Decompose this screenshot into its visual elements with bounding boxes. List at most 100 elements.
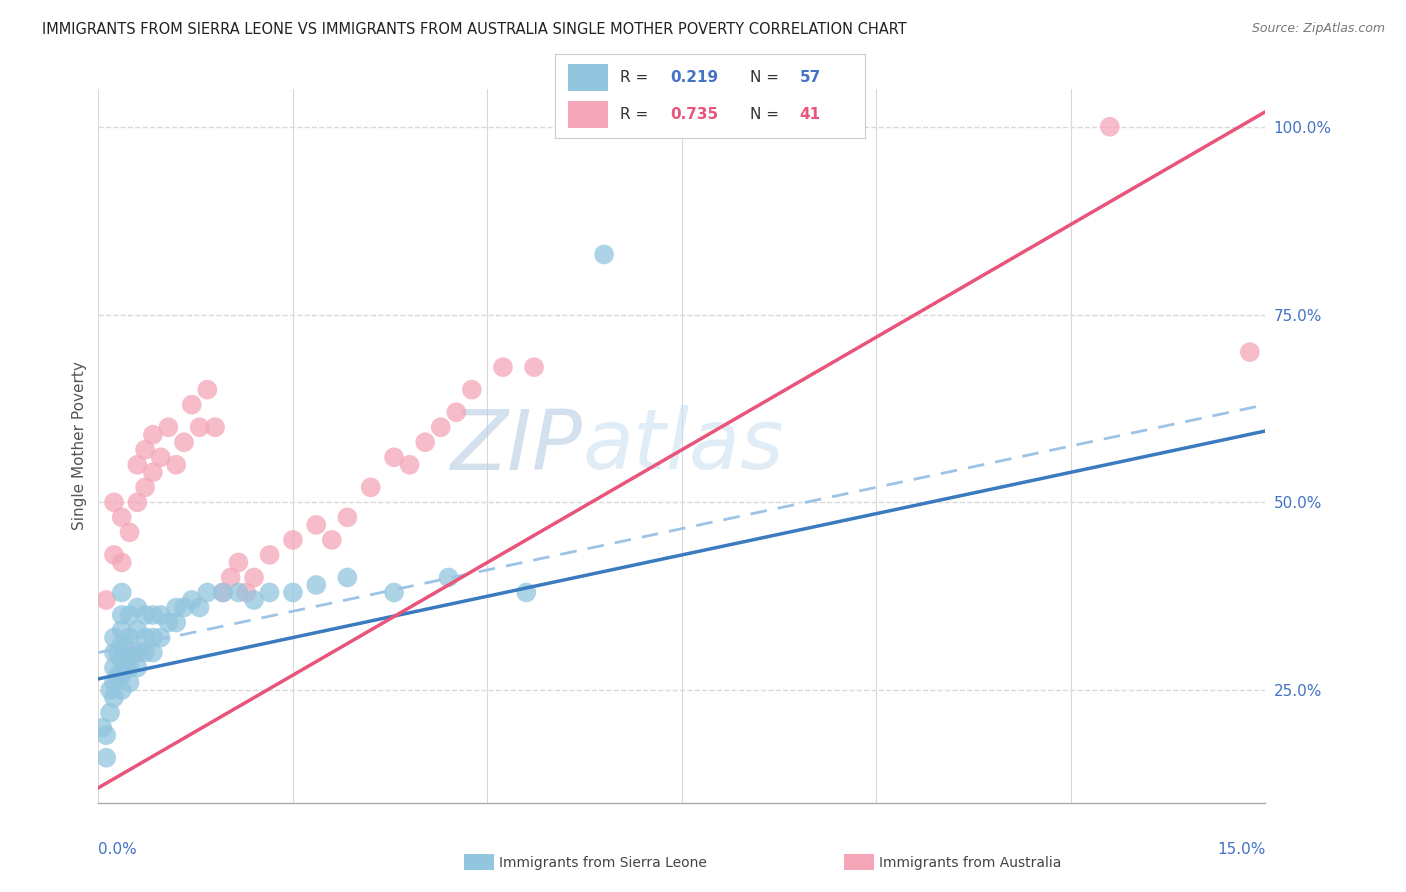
Bar [568,101,607,128]
Point [212,585,235,599]
Text: 0.735: 0.735 [669,107,718,122]
Point [188,600,211,615]
Text: Immigrants from Australia: Immigrants from Australia [879,855,1062,870]
Point [103,660,125,674]
Point [118,660,141,674]
Point [107,668,129,682]
Point [127,646,149,660]
Point [413,435,436,450]
Point [228,585,250,599]
Point [429,420,451,434]
Point [111,623,134,637]
Point [111,585,134,599]
Bar [568,63,607,91]
Text: 41: 41 [800,107,821,122]
Point [91,721,114,735]
Point [1098,120,1121,134]
Point [134,646,156,660]
Point [492,360,515,375]
Point [305,578,328,592]
Point [134,442,156,457]
Point [107,646,129,660]
Point [165,615,187,630]
Point [382,450,405,465]
Point [235,585,257,599]
Point [134,607,156,622]
Point [259,548,281,562]
Point [96,728,118,742]
Point [281,533,304,547]
Point [111,683,134,698]
Point [180,398,202,412]
Point [118,675,141,690]
Point [134,631,156,645]
Point [111,638,134,652]
Point [149,607,172,622]
Point [103,646,125,660]
Point [134,480,156,494]
Point [336,570,359,584]
Point [195,383,218,397]
Point [259,585,281,599]
Point [228,556,250,570]
Point [515,585,537,599]
Point [281,585,304,599]
Point [593,247,616,261]
Point [180,593,202,607]
Point [305,517,328,532]
Text: 0.219: 0.219 [669,70,718,85]
Point [118,525,141,540]
Text: R =: R = [620,70,648,85]
Point [204,420,226,434]
Point [114,638,136,652]
Text: 57: 57 [800,70,821,85]
Point [360,480,382,494]
Point [382,585,405,599]
Point [461,383,484,397]
Point [243,593,266,607]
Point [142,646,165,660]
Point [446,405,468,419]
Point [127,660,149,674]
Text: atlas: atlas [582,406,785,486]
Text: IMMIGRANTS FROM SIERRA LEONE VS IMMIGRANTS FROM AUSTRALIA SINGLE MOTHER POVERTY : IMMIGRANTS FROM SIERRA LEONE VS IMMIGRAN… [42,22,907,37]
Point [111,607,134,622]
Point [118,631,141,645]
Point [188,420,211,434]
Point [103,548,125,562]
Point [98,706,121,720]
Point [127,458,149,472]
Point [165,458,187,472]
Point [195,585,218,599]
Point [165,600,187,615]
Text: N =: N = [751,70,779,85]
Point [173,600,195,615]
Point [157,420,180,434]
Text: 15.0%: 15.0% [1218,842,1265,857]
Text: Immigrants from Sierra Leone: Immigrants from Sierra Leone [499,855,707,870]
Point [321,533,343,547]
Point [103,690,125,705]
Point [149,631,172,645]
Point [1239,345,1261,359]
Point [103,495,125,509]
Y-axis label: Single Mother Poverty: Single Mother Poverty [72,361,87,531]
Point [127,623,149,637]
Point [122,646,145,660]
Point [437,570,460,584]
Point [118,607,141,622]
Point [96,750,118,764]
Text: R =: R = [620,107,648,122]
Point [142,427,165,442]
Point [111,556,134,570]
Point [98,683,121,698]
Point [149,450,172,465]
Point [142,607,165,622]
Text: 0.0%: 0.0% [98,842,138,857]
Point [96,593,118,607]
Point [142,465,165,479]
Text: N =: N = [751,107,779,122]
Point [111,510,134,524]
Point [142,631,165,645]
Point [111,668,134,682]
